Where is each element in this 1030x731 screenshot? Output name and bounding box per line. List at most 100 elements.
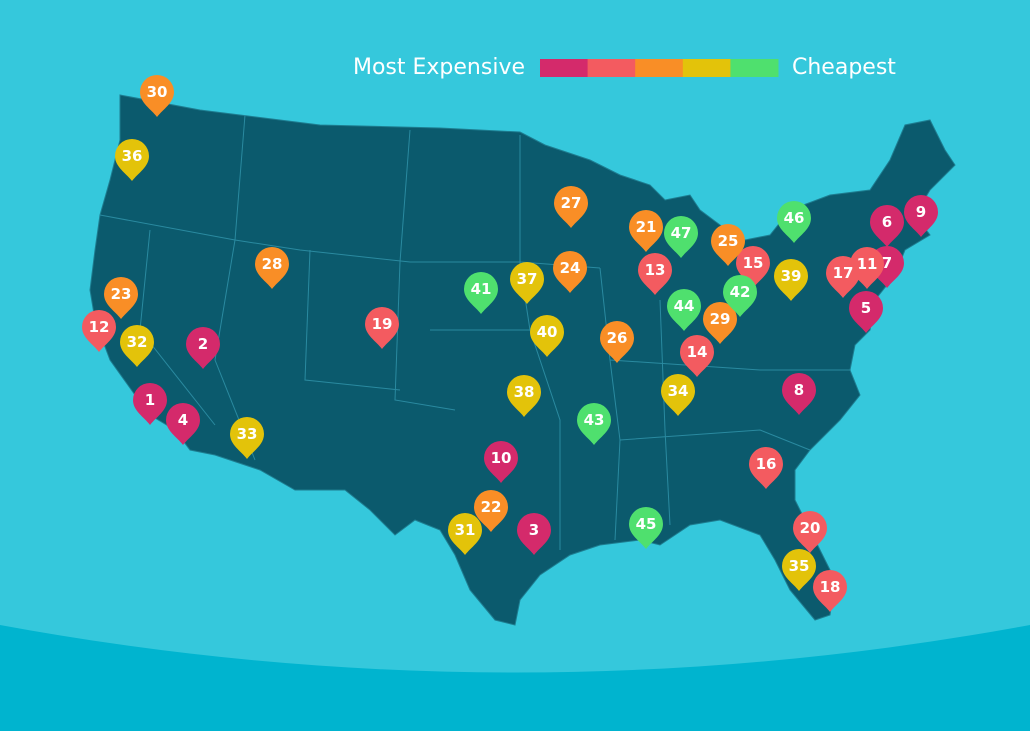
- pin-label: 8: [794, 381, 804, 399]
- pin-label: 29: [710, 310, 731, 328]
- pin: 1: [133, 383, 167, 425]
- pin-marker: [849, 291, 883, 333]
- pin-label: 42: [730, 283, 751, 301]
- pin: 26: [600, 321, 634, 363]
- pin-marker: [629, 507, 663, 549]
- pin-marker: [530, 315, 564, 357]
- pin: 16: [749, 447, 783, 489]
- pin: 6: [870, 205, 904, 247]
- pin-label: 9: [916, 203, 926, 221]
- pin-marker: [186, 327, 220, 369]
- pin-label: 19: [372, 315, 393, 333]
- pin-marker: [870, 205, 904, 247]
- pin: 10: [484, 441, 518, 483]
- bottom-arc: [0, 625, 1030, 731]
- pin-label: 32: [127, 333, 148, 351]
- pin-label: 22: [481, 498, 502, 516]
- pin: 14: [680, 335, 714, 377]
- pin-marker: [104, 277, 138, 319]
- pin-marker: [464, 272, 498, 314]
- pin-marker: [793, 511, 827, 553]
- pin-label: 44: [674, 297, 695, 315]
- pin-marker: [904, 195, 938, 237]
- pin: 47: [664, 216, 698, 258]
- pin-label: 4: [178, 411, 188, 429]
- pin-label: 3: [529, 521, 539, 539]
- pin: 9: [904, 195, 938, 237]
- pin: 30: [140, 75, 174, 117]
- pin-marker: [115, 139, 149, 181]
- pin: 25: [711, 224, 745, 266]
- pin: 19: [365, 307, 399, 349]
- pin-label: 46: [784, 209, 805, 227]
- pin-marker: [629, 210, 663, 252]
- pin: 45: [629, 507, 663, 549]
- pin: 3: [517, 513, 551, 555]
- pin-marker: [723, 275, 757, 317]
- legend-swatch: [682, 59, 731, 77]
- pin-marker: [703, 302, 737, 344]
- pin: 31: [448, 513, 482, 555]
- legend-swatch: [635, 59, 684, 77]
- pin-marker: [749, 447, 783, 489]
- pin-marker: [638, 253, 672, 295]
- pin-label: 40: [537, 323, 558, 341]
- pin: 13: [638, 253, 672, 295]
- pin-marker: [484, 441, 518, 483]
- pin-marker: [711, 224, 745, 266]
- pin-label: 23: [111, 285, 132, 303]
- pin-label: 31: [455, 521, 476, 539]
- pin: 8: [782, 373, 816, 415]
- pin-marker: [120, 325, 154, 367]
- pin: 17: [826, 256, 860, 298]
- pin: 36: [115, 139, 149, 181]
- pin-marker: [166, 403, 200, 445]
- pin-label: 41: [471, 280, 492, 298]
- pin: 33: [230, 417, 264, 459]
- pin-marker: [230, 417, 264, 459]
- pin: 46: [777, 201, 811, 243]
- pin-label: 18: [820, 578, 841, 596]
- pin: 40: [530, 315, 564, 357]
- pin-label: 11: [857, 255, 878, 273]
- pin-label: 21: [636, 218, 657, 236]
- pin: 21: [629, 210, 663, 252]
- pin: 37: [510, 262, 544, 304]
- pin-label: 39: [781, 267, 802, 285]
- pin-label: 26: [607, 329, 628, 347]
- pin-marker: [680, 335, 714, 377]
- legend-swatch: [540, 59, 589, 77]
- pin-marker: [667, 289, 701, 331]
- pin: 32: [120, 325, 154, 367]
- pin-marker: [474, 490, 508, 532]
- pin-label: 6: [882, 213, 892, 231]
- pins: 1234567891011121314151617181920212223242…: [82, 75, 938, 612]
- pin-label: 17: [833, 264, 854, 282]
- pin: 39: [774, 259, 808, 301]
- pin: 4: [166, 403, 200, 445]
- pin-label: 25: [718, 232, 739, 250]
- pin-label: 45: [636, 515, 657, 533]
- pin: 44: [667, 289, 701, 331]
- pin-label: 28: [262, 255, 283, 273]
- pin: 20: [793, 511, 827, 553]
- pin: 35: [782, 549, 816, 591]
- legend-high-label: Most Expensive: [353, 55, 525, 80]
- pin-label: 7: [882, 254, 892, 272]
- pin-marker: [82, 310, 116, 352]
- pin-marker: [510, 262, 544, 304]
- pin-label: 34: [668, 382, 689, 400]
- pin: 24: [553, 251, 587, 293]
- pin-label: 36: [122, 147, 143, 165]
- pin-marker: [782, 549, 816, 591]
- pin-label: 38: [514, 383, 535, 401]
- pin-marker: [365, 307, 399, 349]
- pin-label: 47: [671, 224, 692, 242]
- pin: 18: [813, 570, 847, 612]
- pin-marker: [661, 374, 695, 416]
- pin-marker: [777, 201, 811, 243]
- pin-label: 1: [145, 391, 155, 409]
- pin: 34: [661, 374, 695, 416]
- pin-marker: [813, 570, 847, 612]
